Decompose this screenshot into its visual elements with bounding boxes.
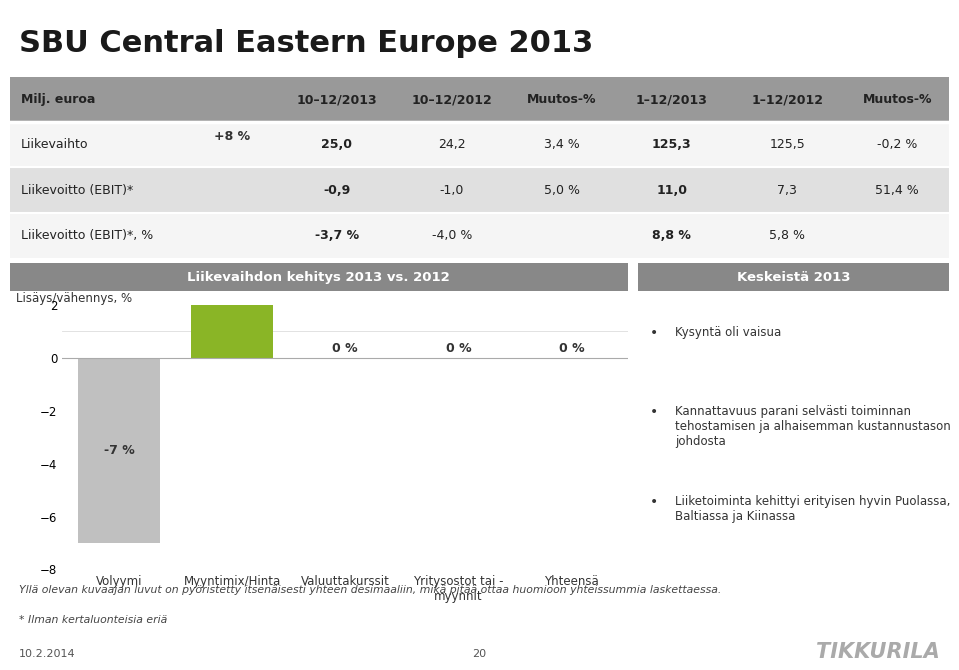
Bar — [10, 122, 949, 168]
Text: -4,0 %: -4,0 % — [432, 229, 472, 242]
Text: 5,8 %: 5,8 % — [769, 229, 806, 242]
Text: 3,4 %: 3,4 % — [544, 139, 580, 151]
Text: •: • — [650, 495, 659, 509]
Text: Liikevoitto (EBIT)*, %: Liikevoitto (EBIT)*, % — [21, 229, 153, 242]
Bar — [10, 77, 949, 122]
Text: Kannattavuus parani selvästi toiminnan tehostamisen ja alhaisemman kustannustaso: Kannattavuus parani selvästi toiminnan t… — [675, 405, 951, 448]
Text: Muutos-%: Muutos-% — [527, 93, 596, 106]
Text: •: • — [650, 405, 659, 419]
Text: Lisäys/vähennys, %: Lisäys/vähennys, % — [15, 292, 132, 306]
Text: 0 %: 0 % — [446, 342, 471, 354]
Text: 24,2: 24,2 — [438, 139, 466, 151]
Text: -7 %: -7 % — [104, 444, 134, 457]
Text: -0,9: -0,9 — [323, 184, 350, 196]
Text: 10.2.2014: 10.2.2014 — [19, 649, 76, 659]
Text: 11,0: 11,0 — [656, 184, 688, 196]
Text: Liikevaihdon kehitys 2013 vs. 2012: Liikevaihdon kehitys 2013 vs. 2012 — [188, 271, 450, 284]
Text: 51,4 %: 51,4 % — [876, 184, 919, 196]
Bar — [192, 146, 272, 358]
Text: 125,5: 125,5 — [769, 139, 806, 151]
Text: -0,2 %: -0,2 % — [877, 139, 918, 151]
Text: •: • — [650, 326, 659, 340]
Text: Muutos-%: Muutos-% — [862, 93, 932, 106]
Text: 0 %: 0 % — [559, 342, 584, 354]
Bar — [10, 168, 949, 212]
Text: 10–12/2012: 10–12/2012 — [411, 93, 492, 106]
Text: 25,0: 25,0 — [321, 139, 352, 151]
Text: +8 %: +8 % — [214, 131, 250, 143]
Text: 8,8 %: 8,8 % — [652, 229, 691, 242]
Text: 1–12/2013: 1–12/2013 — [636, 93, 708, 106]
Text: TIKKURILA: TIKKURILA — [816, 642, 940, 661]
Text: Keskeistä 2013: Keskeistä 2013 — [737, 271, 851, 284]
Text: 1–12/2012: 1–12/2012 — [751, 93, 823, 106]
Text: Yllä olevan kuvaajan luvut on pyöristetty itsenäisesti yhteen desimaaliin, mikä : Yllä olevan kuvaajan luvut on pyöristett… — [19, 585, 721, 595]
Text: Milj. euroa: Milj. euroa — [21, 93, 95, 106]
Text: Liiketoiminta kehittyi erityisen hyvin Puolassa, Baltiassa ja Kiinassa: Liiketoiminta kehittyi erityisen hyvin P… — [675, 495, 950, 523]
Text: Liikevaihto: Liikevaihto — [21, 139, 88, 151]
Text: Liikevoitto (EBIT)*: Liikevoitto (EBIT)* — [21, 184, 133, 196]
Text: * Ilman kertaluonteisia eriä: * Ilman kertaluonteisia eriä — [19, 615, 167, 625]
Text: 0 %: 0 % — [333, 342, 358, 354]
Text: 10–12/2013: 10–12/2013 — [296, 93, 377, 106]
Text: SBU Central Eastern Europe 2013: SBU Central Eastern Europe 2013 — [19, 29, 594, 58]
Text: Kysyntä oli vaisua: Kysyntä oli vaisua — [675, 326, 782, 339]
Bar — [10, 212, 949, 258]
Text: 5,0 %: 5,0 % — [544, 184, 580, 196]
Text: -1,0: -1,0 — [440, 184, 464, 196]
Text: -3,7 %: -3,7 % — [315, 229, 359, 242]
Text: 7,3: 7,3 — [778, 184, 797, 196]
Text: 125,3: 125,3 — [652, 139, 691, 151]
Text: 20: 20 — [473, 649, 486, 659]
Bar — [79, 358, 159, 543]
